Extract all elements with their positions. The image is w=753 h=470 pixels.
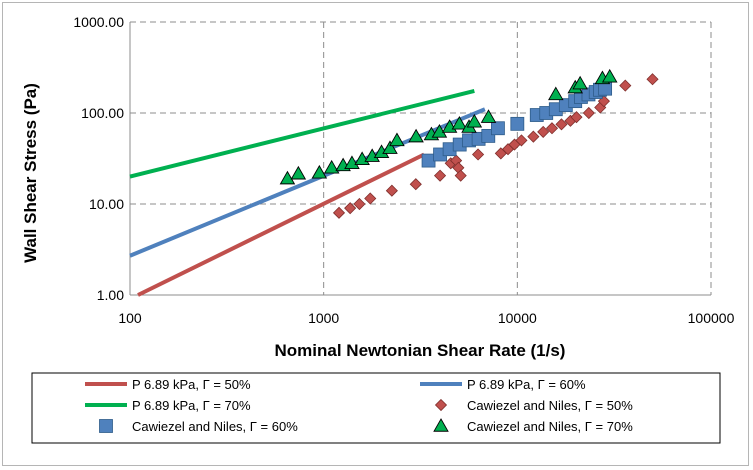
grid: [130, 21, 712, 295]
data-point-square: [510, 116, 525, 131]
data-point-diamond: [385, 184, 398, 197]
data-point-triangle: [311, 164, 328, 179]
series-line-1: [129, 107, 486, 258]
chart-frame: [2, 2, 749, 466]
legend-label: Cawiezel and Niles, Γ = 50%: [467, 398, 633, 413]
data-point-triangle: [389, 132, 405, 147]
legend-label: P 6.89 kPa, Γ = 50%: [132, 377, 251, 392]
legend-swatch-diamond: [434, 398, 448, 412]
series-markers: [279, 68, 659, 219]
data-point-diamond: [646, 73, 659, 86]
data-point-diamond: [344, 202, 357, 215]
legend-label: Cawiezel and Niles, Γ = 70%: [467, 419, 633, 434]
data-point-triangle: [572, 75, 588, 90]
x-tick-label: 100: [118, 310, 142, 326]
data-point-diamond: [454, 169, 467, 182]
data-point-diamond: [472, 148, 485, 161]
data-point-diamond: [433, 169, 447, 182]
data-point-diamond: [582, 106, 595, 120]
legend-swatch-triangle: [433, 418, 449, 432]
y-tick-label: 1000.00: [73, 14, 124, 30]
y-tick-label: 10.00: [89, 196, 124, 212]
legend: P 6.89 kPa, Γ = 50% P 6.89 kPa, Γ = 60% P …: [31, 372, 721, 444]
x-tick-label: 1000: [308, 310, 339, 326]
x-tick-label: 100000: [688, 310, 735, 326]
legend-label: P 6.89 kPa, Γ = 60%: [467, 377, 586, 392]
tick-labels: 1.00 10.00 100.00 1000.00 100 1000 10000 100000: [73, 14, 734, 326]
y-tick-label: 1.00: [97, 287, 124, 303]
series-line-2: [129, 88, 475, 179]
legend-swatch-square: [99, 419, 113, 433]
legend-box: [31, 372, 721, 444]
data-point-diamond: [409, 178, 422, 191]
data-point-diamond: [545, 122, 559, 135]
data-point-diamond: [527, 130, 540, 143]
data-point-triangle: [601, 68, 618, 83]
data-point-diamond: [555, 118, 568, 131]
data-point-triangle: [451, 115, 468, 130]
series-line-0: [137, 152, 425, 297]
data-point-square: [421, 153, 436, 168]
data-point-diamond: [353, 197, 366, 211]
data-point-triangle: [290, 165, 307, 180]
data-point-triangle: [548, 86, 564, 101]
data-point-diamond: [570, 111, 583, 124]
data-point-triangle: [323, 159, 340, 174]
data-point-diamond: [619, 79, 632, 92]
data-point-triangle: [279, 170, 296, 185]
y-axis-title: Wall Shear Stress (Pa): [21, 83, 40, 263]
x-tick-label: 10000: [498, 310, 537, 326]
x-axis-title: Nominal Newtonian Shear Rate (1/s): [275, 341, 566, 360]
data-point-diamond: [332, 206, 346, 219]
data-point-triangle: [466, 113, 483, 128]
data-point-square: [598, 81, 613, 96]
data-point-triangle: [480, 109, 497, 123]
data-point-diamond: [537, 125, 550, 138]
data-point-triangle: [408, 128, 424, 143]
data-point-diamond: [515, 134, 528, 147]
axes: [129, 22, 711, 296]
y-tick-label: 100.00: [81, 105, 124, 121]
data-point-diamond: [364, 192, 377, 205]
data-point-square: [491, 121, 505, 136]
data-point-triangle: [344, 155, 360, 170]
series-lines: [129, 88, 486, 297]
legend-label: Cawiezel and Niles, Γ = 60%: [132, 419, 298, 434]
legend-label: P 6.89 kPa, Γ = 70%: [132, 398, 251, 413]
data-point-triangle: [382, 140, 398, 154]
